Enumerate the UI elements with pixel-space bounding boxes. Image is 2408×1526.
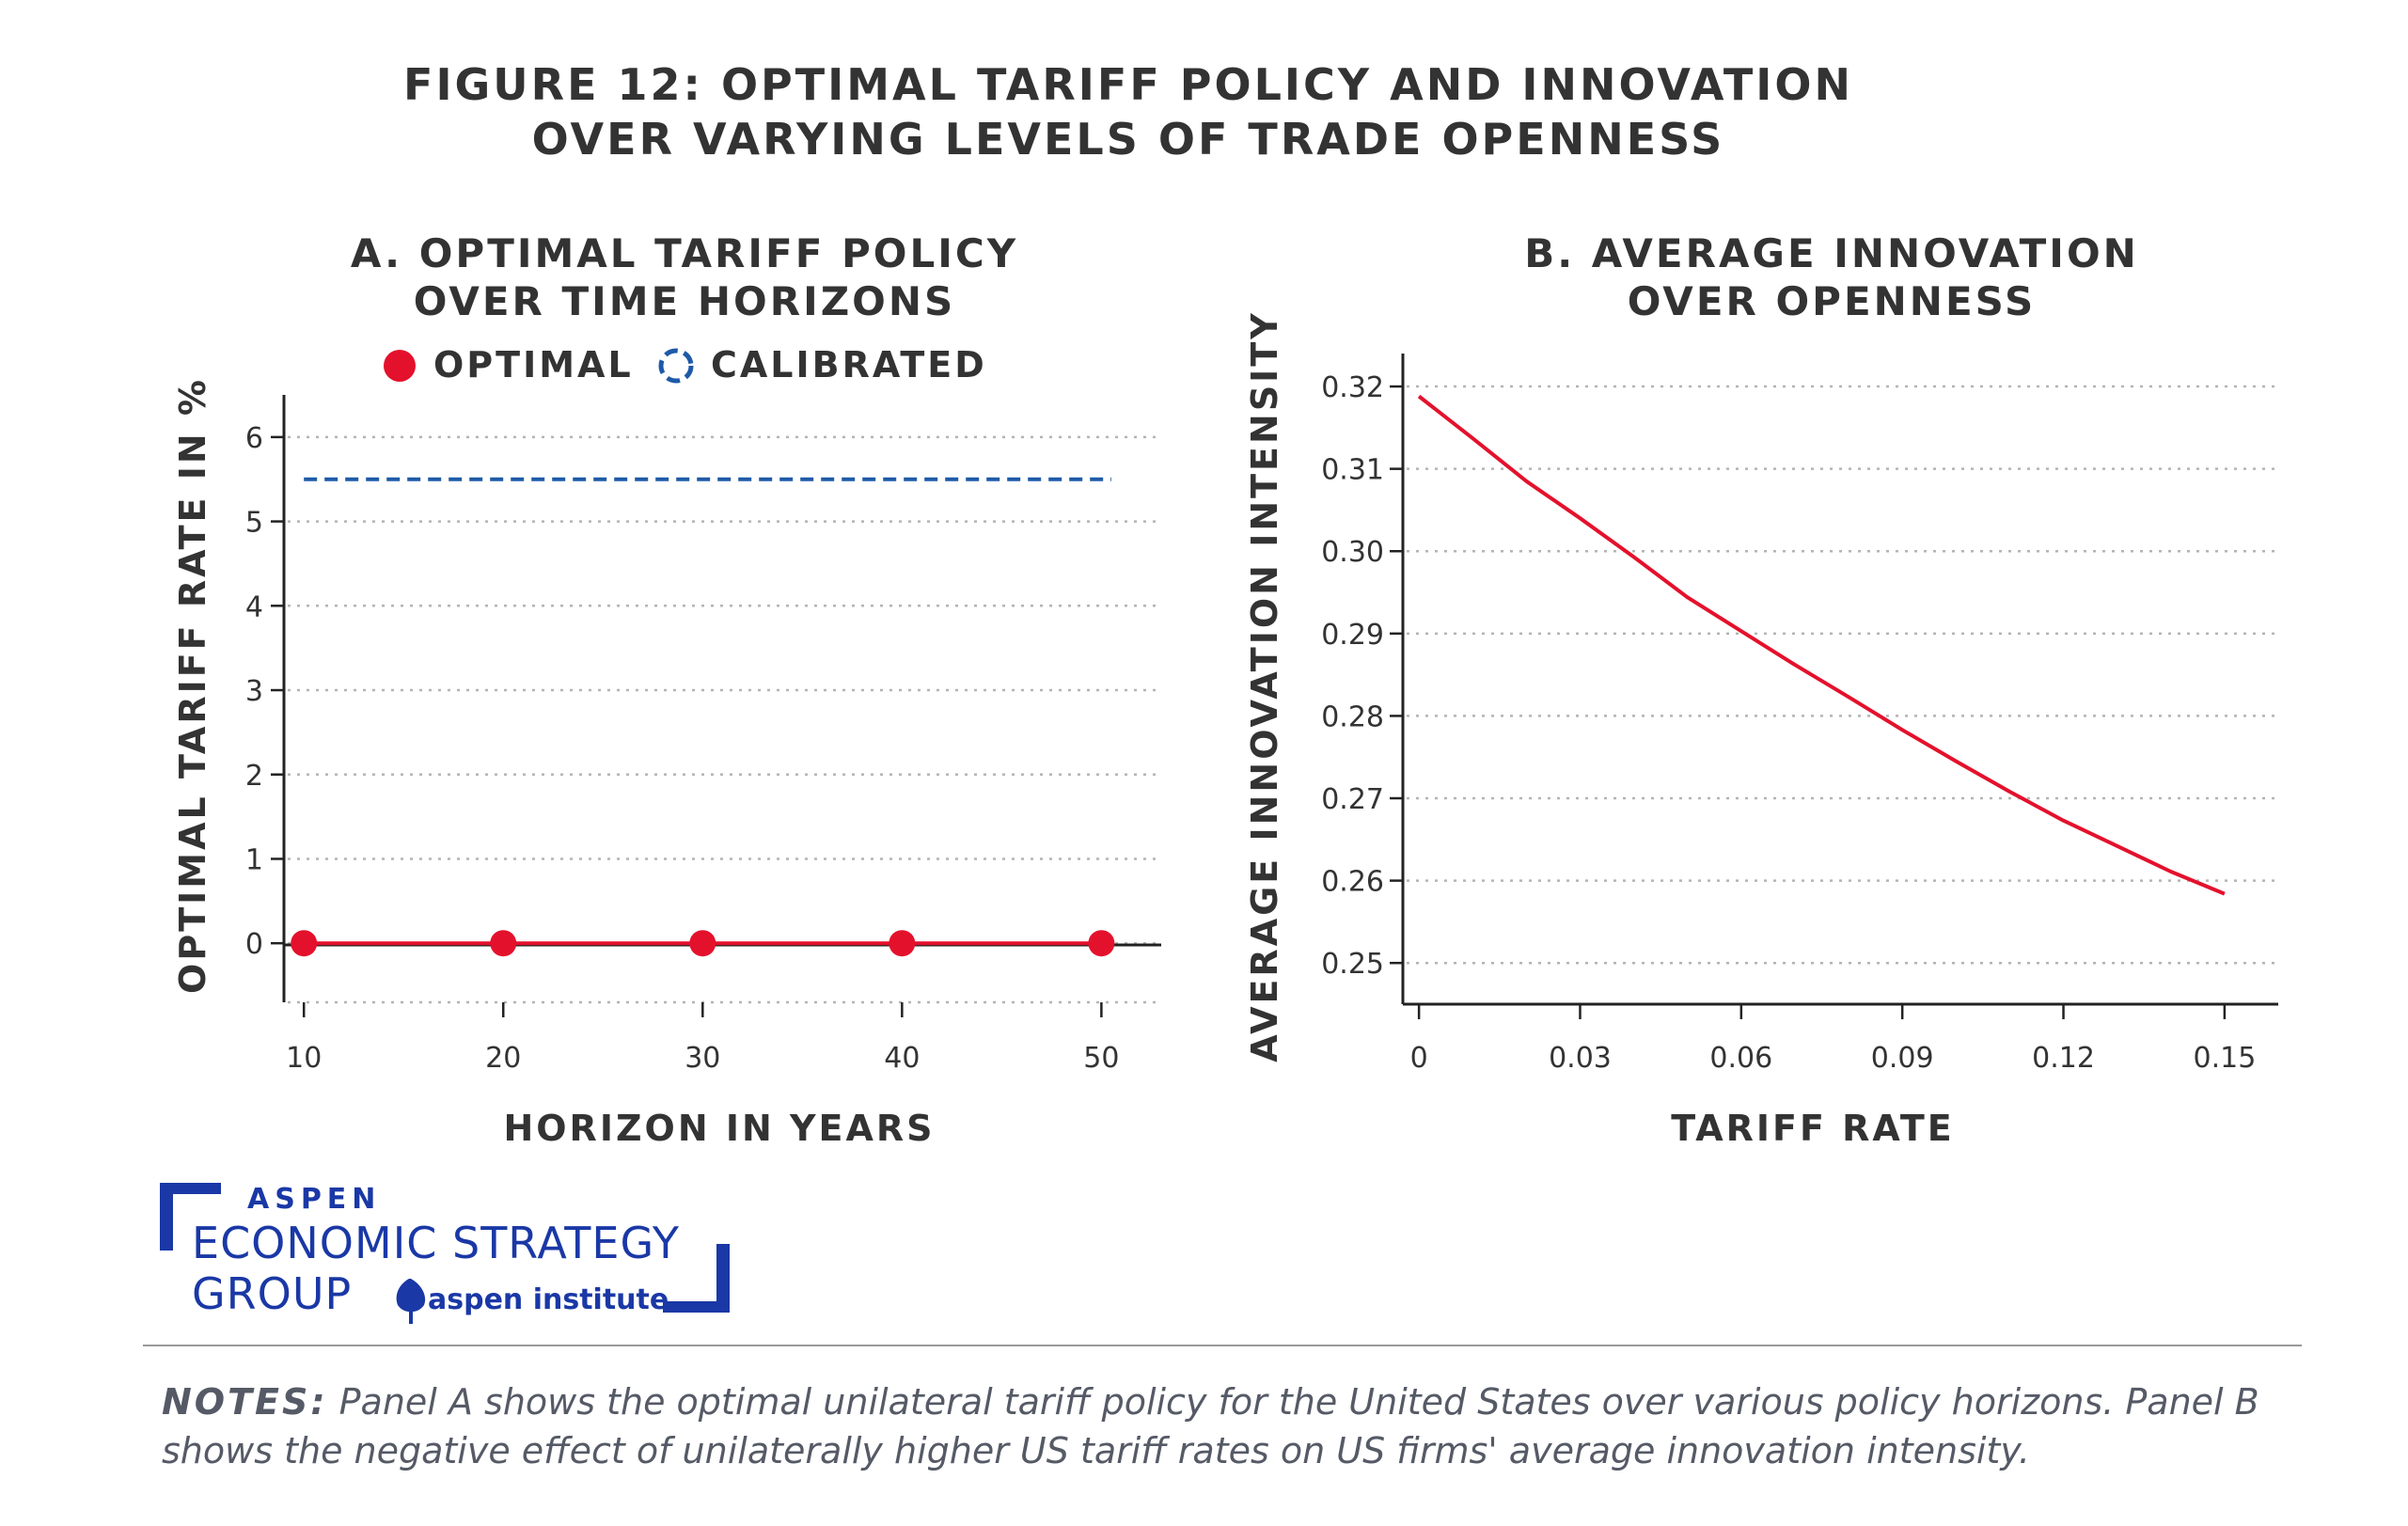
notes-paragraph: NOTES: Panel A shows the optimal unilate… <box>162 1377 2324 1475</box>
aspen-esg-logo: ASPEN ECONOMIC STRATEGY GROUP aspen inst… <box>160 1183 730 1324</box>
y-tick-label: 0.27 <box>1321 783 1384 816</box>
y-tick-label: 0.32 <box>1321 371 1384 404</box>
figure-title-line1: FIGURE 12: OPTIMAL TARIFF POLICY AND INN… <box>403 59 1853 110</box>
series-innovation-line <box>1417 394 2226 896</box>
x-tick-label: 0 <box>1410 1042 1428 1075</box>
panel-a-axes <box>282 395 1161 1002</box>
panel-a-legend: OPTIMAL CALIBRATED <box>384 344 987 385</box>
notes-text: Panel A shows the optimal unilateral tar… <box>162 1381 2259 1471</box>
logo-aspen-text: ASPEN <box>247 1183 381 1216</box>
panel-a-gridlines <box>288 435 1161 1004</box>
panel-a-x-axis-title: HORIZON IN YEARS <box>503 1108 935 1149</box>
y-tick-label: 0 <box>245 928 263 961</box>
x-tick-label: 0.12 <box>2032 1042 2095 1075</box>
optimal-point <box>889 930 916 957</box>
panel-b-gridlines <box>1407 385 2278 965</box>
y-tick-label: 0.25 <box>1321 948 1384 981</box>
panel-a-series <box>291 477 1115 957</box>
y-tick-label: 0.30 <box>1321 536 1384 569</box>
panel-b-title-line1: B. AVERAGE INNOVATION <box>1524 230 2139 276</box>
aspen-leaf-icon <box>396 1279 426 1324</box>
panel-b-x-axis-title: TARIFF RATE <box>1671 1108 1955 1149</box>
figure-title-line2: OVER VARYING LEVELS OF TRADE OPENNESS <box>532 114 1725 165</box>
x-tick-label: 10 <box>286 1042 322 1075</box>
logo-economic-strategy-text: ECONOMIC STRATEGY <box>192 1218 680 1268</box>
legend-calibrated-marker-icon <box>658 348 694 384</box>
panel-b-x-ticks: 0 0.03 0.06 0.09 0.12 0.15 <box>1410 1004 2256 1075</box>
panel-b-y-ticks: 0.25 0.26 0.27 0.28 0.29 0.30 0.31 0.32 <box>1321 371 1403 981</box>
legend-calibrated-label: CALIBRATED <box>711 344 987 385</box>
logo-aspen-institute-text: aspen institute <box>428 1283 669 1316</box>
y-tick-label: 0.26 <box>1321 866 1384 899</box>
optimal-point <box>490 930 517 957</box>
x-tick-label: 20 <box>485 1042 521 1075</box>
y-tick-label: 0.28 <box>1321 700 1384 733</box>
panel-a-y-axis-title: OPTIMAL TARIFF RATE IN % <box>172 377 213 994</box>
y-tick-label: 4 <box>245 590 263 623</box>
logo-group-text: GROUP <box>192 1268 352 1319</box>
y-tick-label: 3 <box>245 675 263 708</box>
panel-b-title-line2: OVER OPENNESS <box>1628 278 2037 324</box>
panel-a-chart: A. OPTIMAL TARIFF POLICY OVER TIME HORIZ… <box>172 230 1161 1149</box>
notes-label: NOTES: <box>162 1381 328 1423</box>
logo-bottom-right-bracket-icon <box>663 1244 730 1313</box>
panel-a-title-line2: OVER TIME HORIZONS <box>414 278 956 324</box>
x-tick-label: 50 <box>1083 1042 1119 1075</box>
panel-b-axes <box>1401 354 2278 1006</box>
y-tick-label: 0.29 <box>1321 619 1384 652</box>
panel-b-series <box>1417 394 2226 896</box>
x-tick-label: 0.15 <box>2193 1042 2256 1075</box>
y-tick-label: 2 <box>245 760 263 793</box>
y-tick-label: 1 <box>245 843 263 876</box>
logo-top-left-bracket-icon <box>160 1183 221 1251</box>
y-tick-label: 0.31 <box>1321 454 1384 487</box>
optimal-point <box>689 930 716 957</box>
legend-optimal-marker-icon <box>384 350 416 382</box>
optimal-point <box>1088 930 1115 957</box>
panel-a-x-ticks: 10 20 30 40 50 <box>286 1002 1119 1075</box>
x-tick-label: 30 <box>685 1042 720 1075</box>
panel-b-chart: B. AVERAGE INNOVATION OVER OPENNESS 0.25… <box>1244 230 2278 1149</box>
x-tick-label: 0.03 <box>1549 1042 1612 1075</box>
x-tick-label: 40 <box>884 1042 920 1075</box>
legend-optimal-label: OPTIMAL <box>433 344 634 385</box>
x-tick-label: 0.09 <box>1871 1042 1934 1075</box>
x-tick-label: 0.06 <box>1709 1042 1772 1075</box>
y-tick-label: 5 <box>245 507 263 540</box>
panel-a-title-line1: A. OPTIMAL TARIFF POLICY <box>351 230 1018 276</box>
panel-a-y-ticks: 0 1 2 3 4 5 6 <box>245 422 284 961</box>
panel-b-y-axis-title: AVERAGE INNOVATION INTENSITY <box>1244 310 1285 1062</box>
y-tick-label: 6 <box>245 422 263 455</box>
optimal-point <box>291 930 318 957</box>
